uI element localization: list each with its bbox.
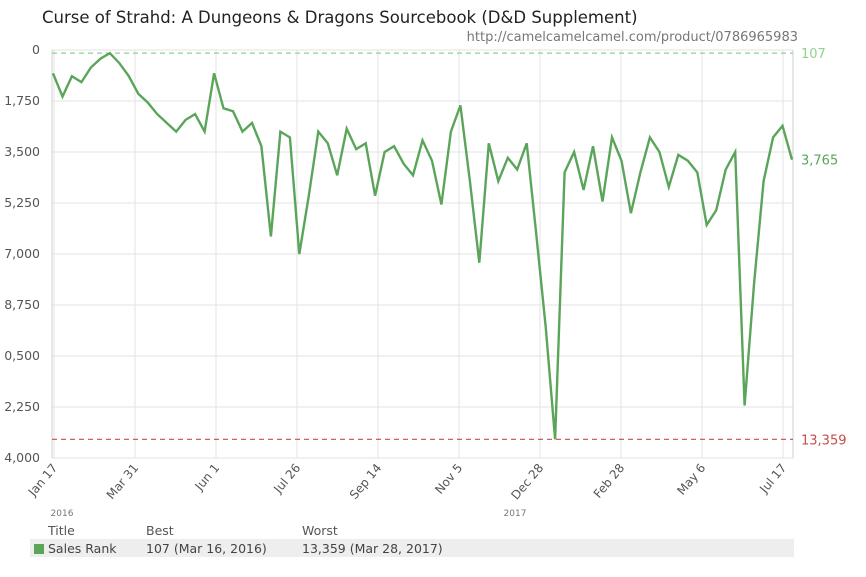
sales-rank-series-line [51, 51, 794, 440]
series-swatch [34, 544, 44, 554]
legend-worst-value: 13,359 (Mar 28, 2017) [302, 541, 443, 556]
y-tick-label: 7,000 [4, 246, 40, 261]
legend-header-title: Title [48, 523, 75, 538]
y-tick-label: 0,500 [4, 348, 40, 363]
x-tick-label: Nov 5 [432, 461, 465, 497]
x-tick-label: Dec 28 [508, 461, 546, 502]
y-tick-label: 0 [32, 42, 40, 57]
year-label: 2016 [51, 509, 74, 519]
legend-table: Title Best Worst Sales Rank 107 (Mar 16,… [30, 521, 794, 557]
current-rank-label: 3,765 [801, 154, 838, 169]
legend-best-value: 107 (Mar 16, 2016) [146, 541, 267, 556]
year-label: 2017 [504, 509, 527, 519]
legend-header-worst: Worst [302, 523, 338, 538]
y-tick-label: 4,000 [4, 450, 40, 465]
x-tick-label: May 6 [674, 461, 708, 498]
x-tick-label: Jul 17 [756, 461, 789, 496]
x-tick-label: Jun 1 [192, 461, 223, 494]
x-tick-label: Jan 17 [25, 461, 61, 500]
legend-header-best: Best [146, 523, 174, 538]
x-tick-label: Mar 31 [104, 461, 142, 502]
legend-header-row: Title Best Worst [30, 521, 794, 539]
y-tick-label: 1,750 [4, 93, 40, 108]
legend-row-sales-rank[interactable]: Sales Rank 107 (Mar 16, 2016) 13,359 (Ma… [30, 539, 794, 557]
y-tick-label: 2,250 [4, 399, 40, 414]
x-tick-label: Jul 26 [270, 461, 303, 496]
chart-title: Curse of Strahd: A Dungeons & Dragons So… [42, 8, 638, 27]
y-tick-label: 8,750 [4, 297, 40, 312]
sales-rank-chart: 0 1,750 3,500 5,250 7,000 8,750 0,500 2,250 4,00… [4, 42, 847, 519]
legend-series-name: Sales Rank [48, 541, 117, 556]
y-tick-label: 5,250 [4, 195, 40, 210]
product-url[interactable]: http://camelcamelcamel.com/product/07869… [466, 30, 798, 45]
worst-rank-label: 13,359 [801, 433, 847, 448]
x-tick-label: Feb 28 [591, 461, 628, 501]
best-rank-label: 107 [801, 47, 826, 62]
y-tick-label: 3,500 [4, 144, 40, 159]
x-tick-label: Sep 14 [347, 461, 385, 502]
